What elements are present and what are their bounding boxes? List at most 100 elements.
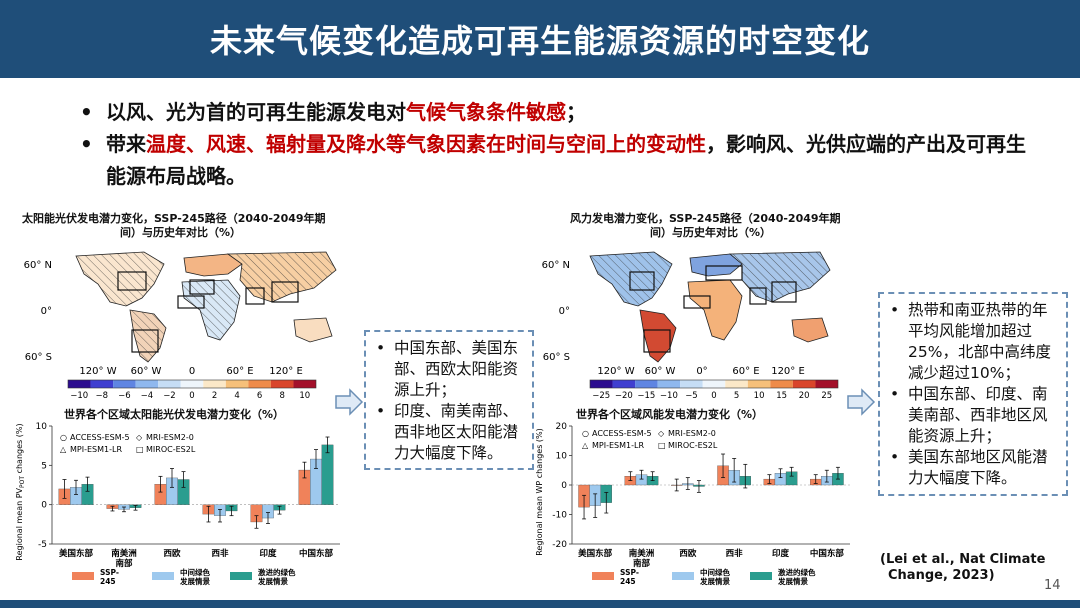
left-map-title: 太阳能光伏发电潜力变化，SSP-245路径（2040-2049年期 间）与历史年…: [22, 212, 382, 240]
legend-model-label: MPI-ESM1-LR: [70, 445, 122, 454]
colorbar-segment: [248, 380, 271, 388]
region-box-china-east: [271, 281, 299, 303]
legend-label: 发展情景: [179, 576, 210, 586]
right-callout: • 热带和南亚热带的年平均风能增加超过25%，北部中高纬度减少超过10%； • 中国…: [878, 292, 1068, 496]
colorbar-tick-label: 10: [299, 391, 310, 401]
colorbar-tick-label: −25: [592, 391, 610, 401]
callout-item: • 美国东部地区风能潜力大幅度下降。: [886, 447, 1060, 489]
bar: [321, 444, 334, 505]
colorbar-segment: [635, 380, 658, 388]
colorbar-segment: [270, 380, 294, 388]
category-label: 南美洲: [111, 548, 137, 559]
category-label: 印度: [259, 548, 277, 559]
left-colorbar: −10 −8 −6 −4 −2 0 2 4 6 8 10: [67, 379, 317, 401]
lon-label: 0°: [696, 366, 707, 377]
region-box-us-east: [117, 271, 147, 291]
lat-label: 60° N: [24, 260, 52, 271]
legend-label: 激进的绿色: [778, 567, 816, 577]
legend-swatch: [672, 572, 694, 580]
bottom-bar: [0, 600, 1080, 608]
bullet-item-1: • 以风、光为首的可再生能源发电对气候气象条件敏感；: [78, 96, 1038, 128]
left-bar-title: 世界各个区域太阳能光伏发电潜力变化（%）: [64, 408, 285, 421]
colorbar-tick-label: 20: [799, 391, 810, 401]
callout-item: • 中国东部、印度、南美南部、西非地区风能资源上升；: [886, 384, 1060, 447]
colorbar-tick-label: 10: [754, 391, 765, 401]
callout-dot: •: [890, 301, 900, 319]
colorbar-tick-label: 0: [189, 391, 194, 401]
legend-label: 发展情景: [257, 576, 288, 586]
citation: (Lei et al., Nat Climate Change, 2023): [880, 552, 1045, 584]
region-box-west-africa: [177, 295, 205, 309]
colorbar-tick-label: −4: [141, 391, 154, 401]
lon-label: 60° E: [732, 366, 759, 377]
legend-swatch: [750, 572, 772, 580]
colorbar-segment: [68, 380, 91, 388]
colorbar-segment: [90, 380, 114, 388]
legend-square-icon: □: [658, 441, 666, 450]
colorbar-tick-label: −5: [685, 391, 698, 401]
colorbar-segment: [747, 380, 771, 388]
bullet-text: 以风、光为首的可再生能源发电对: [106, 100, 406, 124]
colorbar-tick-label: −15: [637, 391, 655, 401]
colorbar-tick-label: −20: [615, 391, 633, 401]
left-callout: • 中国东部、美国东部、西欧太阳能资源上升； • 印度、南美南部、西非地区太阳能潜力…: [364, 330, 534, 470]
colorbar-tick-label: 5: [734, 391, 739, 401]
left-ylabel-tail: changes (%): [15, 423, 24, 476]
legend-model-label: MIROC-ES2L: [146, 445, 196, 454]
colorbar-tick-label: 25: [821, 391, 832, 401]
right-map-title: 风力发电潜力变化，SSP-245路径（2040-2049年期 间）与历史年对比（…: [570, 212, 890, 240]
category-label: 美国东部: [578, 548, 613, 559]
category-label: 西欧: [679, 548, 697, 559]
callout-text: 中国东部、美国东部、西欧太阳能资源上升；: [394, 339, 519, 399]
region-box-west-europe: [705, 265, 743, 281]
lon-label: 120° W: [79, 366, 116, 377]
australia-shape: [791, 317, 829, 343]
bullet-dot: •: [80, 132, 93, 156]
lat-label: 0°: [41, 306, 52, 317]
colorbar-segment: [293, 380, 316, 388]
legend-swatch: [72, 572, 94, 580]
legend-label: 245: [620, 577, 636, 586]
colorbar-segment: [225, 380, 249, 388]
bullet-highlight: 温度、风速、辐射量及降水等气象因素在时间与空间上的变动性: [146, 132, 706, 156]
region-box-us-east: [629, 271, 655, 291]
south-america-hatch: [130, 310, 166, 362]
left-map-title-line2: 间）与历史年对比（%）: [120, 226, 242, 239]
left-ylabel-text: Regional mean PV: [15, 487, 24, 560]
colorbar-segment: [113, 380, 136, 388]
callout-dot: •: [376, 339, 386, 357]
category-label: 西欧: [163, 548, 181, 559]
right-bar-chart: Regional mean WP changes (%) ○ ACCESS-ES…: [535, 422, 850, 586]
asia-hatch: [730, 252, 830, 302]
y-tick-label: 10: [556, 452, 568, 462]
callout-text: 美国东部地区风能潜力大幅度下降。: [908, 448, 1048, 487]
north-america-hatch: [590, 252, 672, 306]
colorbar-segment: [792, 380, 816, 388]
legend-model-label: ACCESS-ESM-5: [70, 433, 130, 442]
legend-model-label: MRI-ESM2-0: [668, 429, 716, 438]
left-map-title-line1: 太阳能光伏发电潜力变化，SSP-245路径（2040-2049年期: [22, 212, 326, 225]
legend-triangle-icon: △: [582, 441, 589, 450]
legend-circle-icon: ○: [582, 429, 589, 438]
legend-model-label: ACCESS-ESM-5: [592, 429, 652, 438]
region-box-south-america: [131, 329, 159, 353]
lat-label: 0°: [559, 306, 570, 317]
right-wind-map: 60° N 0° 60° S 120° W 60° W 0° 60° E 120…: [542, 244, 842, 401]
left-model-legend: ○ ACCESS-ESM-5 ◇ MRI-ESM2-0 △ MPI-ESM1-L…: [60, 433, 196, 454]
colorbar-tick-label: −2: [163, 391, 176, 401]
callout-item: • 印度、南美南部、西非地区太阳能潜力大幅度下降。: [372, 401, 526, 464]
lon-label: 60° W: [131, 366, 162, 377]
legend-swatch: [592, 572, 614, 580]
legend-label: 245: [100, 577, 116, 586]
legend-square-icon: □: [136, 445, 144, 454]
y-tick-label: 10: [36, 422, 48, 432]
lat-label: 60° S: [543, 352, 570, 363]
callout-text: 中国东部、印度、南美南部、西非地区风能资源上升；: [908, 385, 1048, 445]
colorbar-segment: [158, 380, 181, 388]
right-model-legend: ○ ACCESS-ESM-5 ◇ MRI-ESM2-0 △ MPI-ESM1-L…: [582, 429, 718, 450]
legend-diamond-icon: ◇: [136, 433, 143, 442]
legend-circle-icon: ○: [60, 433, 67, 442]
bullet-text: ，影响风、光供应端的产出及可再生能源布局战略。: [106, 132, 1026, 188]
region-box-china-east: [771, 281, 797, 303]
callout-item: • 热带和南亚热带的年平均风能增加超过25%，北部中高纬度减少超过10%；: [886, 300, 1060, 384]
